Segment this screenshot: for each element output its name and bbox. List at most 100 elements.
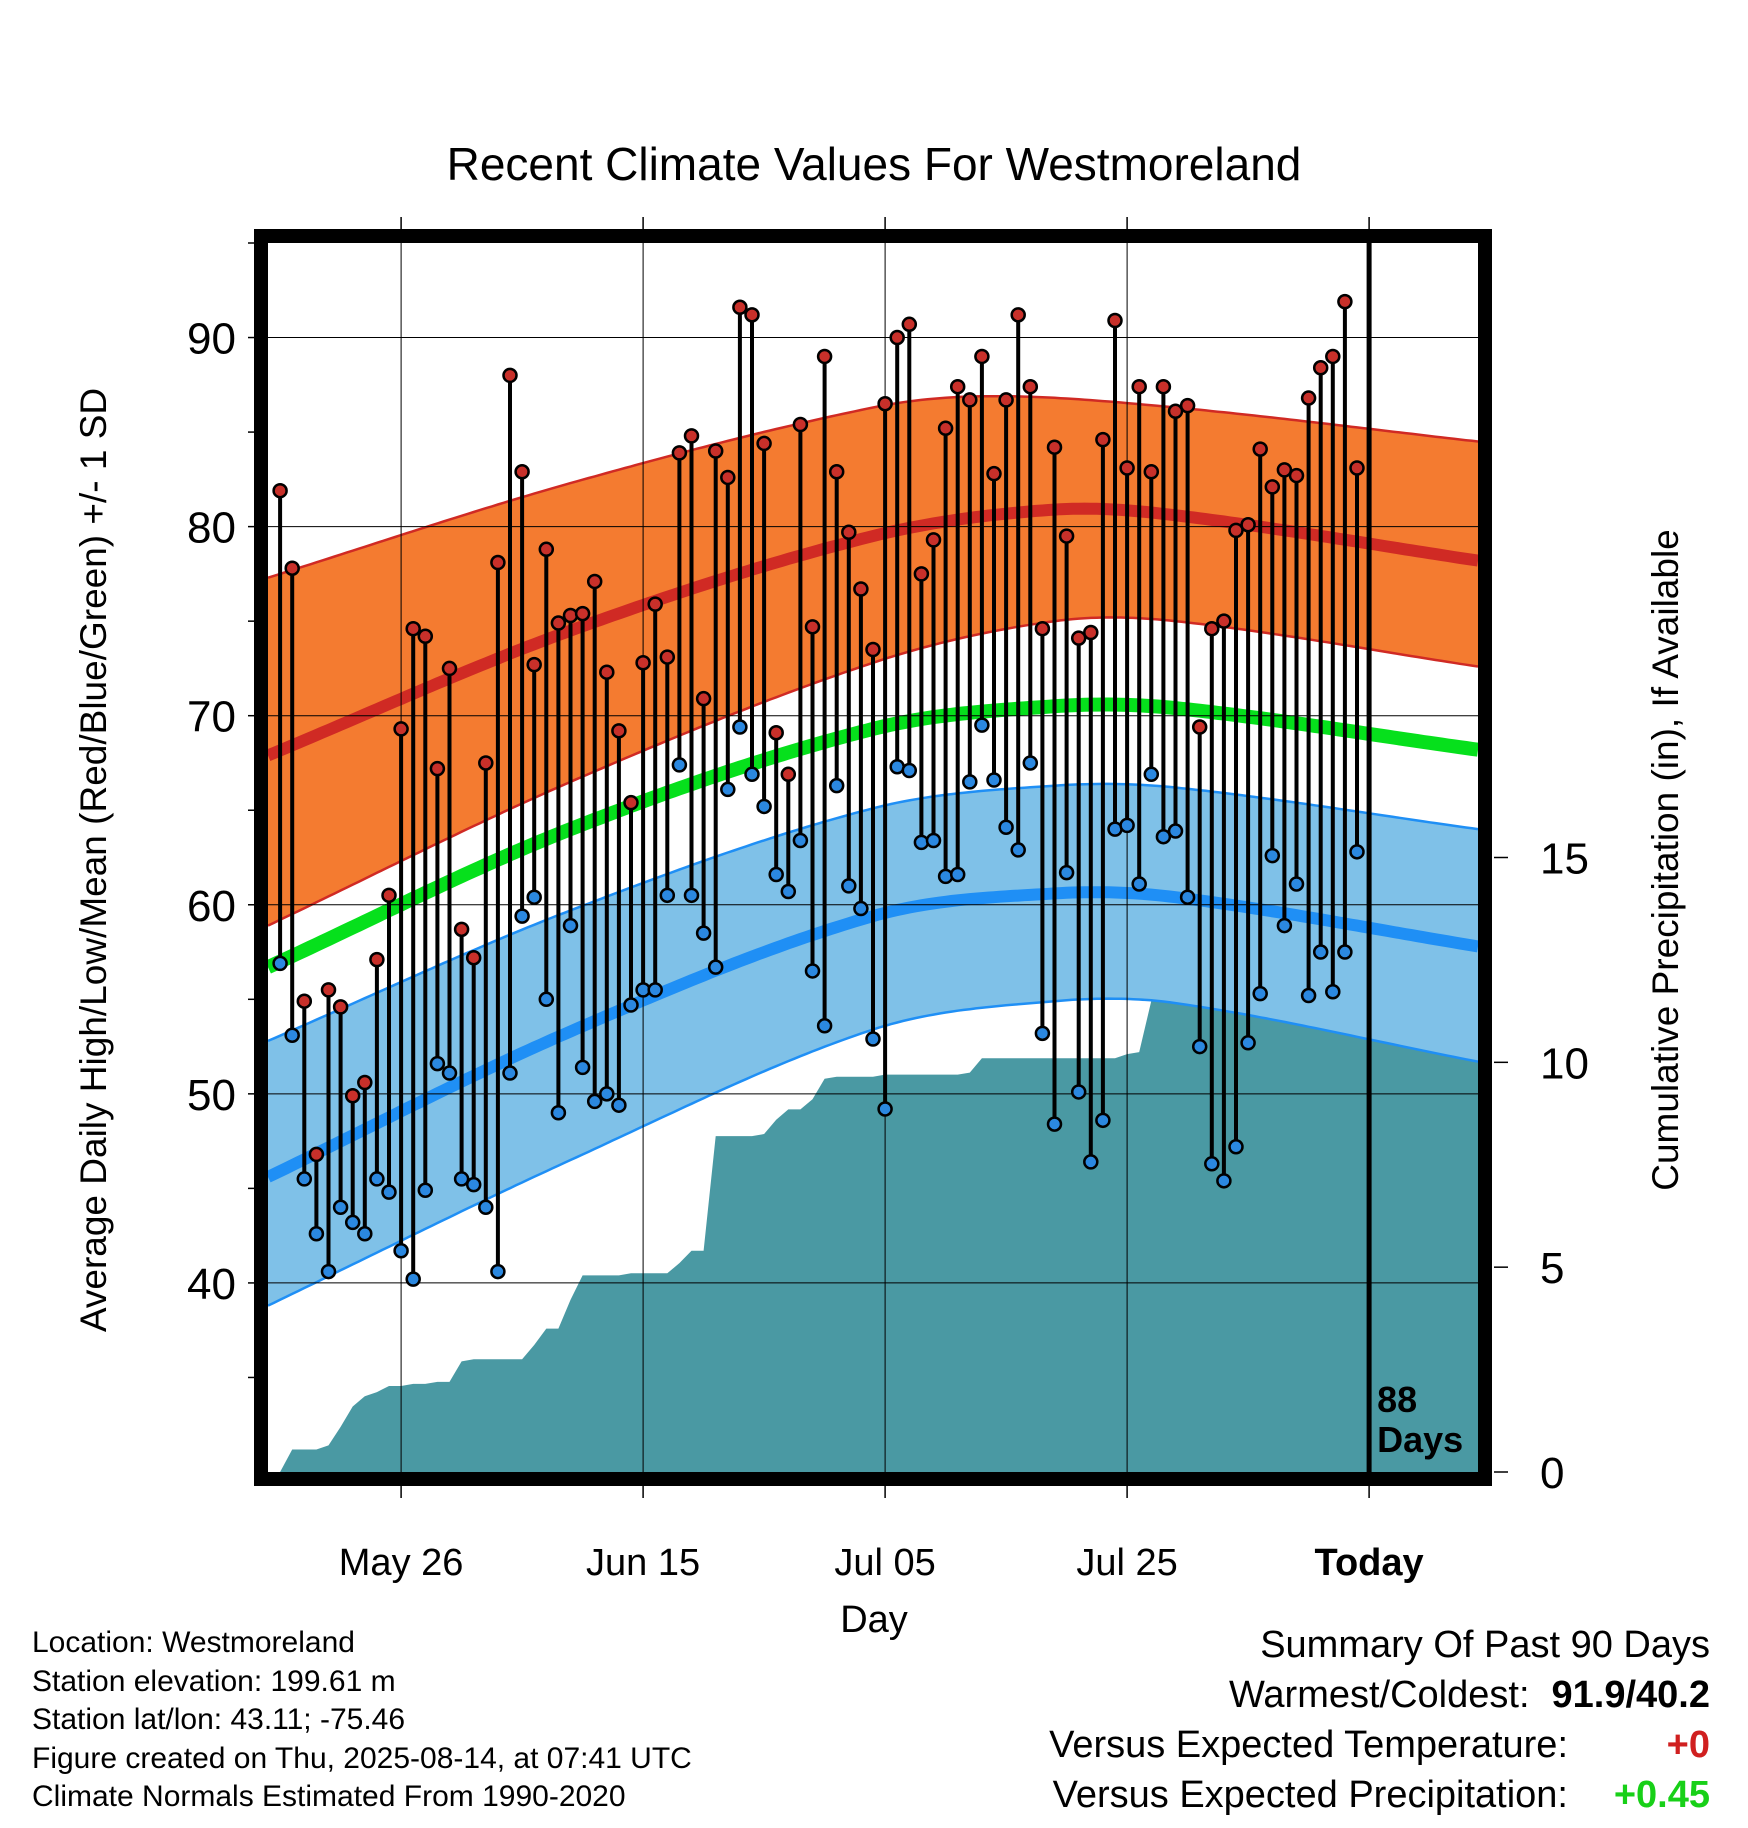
daily-low-point bbox=[405, 1271, 421, 1287]
daily-high-point bbox=[429, 760, 446, 777]
daily-low-point bbox=[828, 777, 845, 794]
daily-high-point bbox=[792, 416, 809, 433]
daily-low-point bbox=[1228, 1139, 1244, 1155]
daily-high-point bbox=[671, 445, 688, 461]
daily-high-point bbox=[949, 378, 966, 395]
daily-low-point bbox=[756, 798, 772, 815]
daily-low-point bbox=[465, 1176, 482, 1193]
daily-high-point bbox=[828, 464, 845, 480]
x-tick-label: May 26 bbox=[339, 1542, 464, 1584]
daily-high-point bbox=[925, 532, 942, 548]
daily-low-point bbox=[804, 963, 821, 979]
daily-high-point bbox=[514, 464, 530, 480]
daily-low-point bbox=[453, 1171, 470, 1187]
daily-low-point bbox=[949, 866, 966, 883]
daily-low-point bbox=[853, 900, 869, 917]
daily-low-point bbox=[381, 1184, 397, 1200]
temp-value: +0 bbox=[1666, 1724, 1710, 1766]
daily-high-point bbox=[1240, 516, 1256, 533]
daily-low-point bbox=[1349, 844, 1365, 860]
daily-high-point bbox=[1179, 397, 1196, 414]
daily-low-point bbox=[272, 955, 288, 972]
daily-high-point bbox=[550, 615, 567, 631]
daily-low-point bbox=[1010, 842, 1026, 858]
daily-low-point bbox=[671, 757, 688, 773]
daily-low-point bbox=[332, 1199, 349, 1216]
daily-high-point bbox=[599, 664, 615, 680]
x-tick-label: Jul 25 bbox=[1076, 1542, 1177, 1584]
daily-low-point bbox=[1276, 917, 1293, 934]
daily-high-point bbox=[901, 316, 918, 333]
daily-high-point bbox=[998, 392, 1014, 408]
daily-low-point bbox=[986, 772, 1002, 788]
daily-low-point bbox=[695, 925, 712, 941]
daily-high-point bbox=[1107, 312, 1123, 329]
daily-high-point bbox=[1325, 348, 1341, 365]
daily-high-point bbox=[756, 435, 772, 452]
summary-temp: Versus Expected Temperature: +0 bbox=[1049, 1720, 1710, 1770]
daily-high-point bbox=[780, 766, 797, 783]
temp-label: Versus Expected Temperature: bbox=[1049, 1724, 1568, 1766]
daily-high-point bbox=[574, 605, 591, 622]
daily-high-point bbox=[562, 607, 579, 624]
daily-high-point bbox=[1010, 307, 1026, 323]
daily-high-point bbox=[381, 887, 397, 904]
daily-high-point bbox=[1191, 719, 1208, 735]
y-axis-label-right: Cumulative Precipitation (in), If Availa… bbox=[1645, 529, 1686, 1191]
daily-low-point bbox=[526, 889, 542, 905]
x-tick-label: Jul 05 bbox=[834, 1542, 935, 1584]
daily-low-point bbox=[865, 1031, 881, 1047]
daily-high-point bbox=[1022, 378, 1039, 395]
summary-title: Summary Of Past 90 Days bbox=[1260, 1624, 1710, 1666]
daily-low-point bbox=[599, 1086, 615, 1102]
daily-low-point bbox=[417, 1182, 434, 1199]
daily-low-point bbox=[1070, 1084, 1087, 1100]
daily-high-point bbox=[962, 392, 978, 408]
y-tick-label: 60 bbox=[187, 882, 236, 931]
daily-high-point bbox=[647, 596, 663, 612]
daily-low-point bbox=[780, 883, 797, 900]
daily-high-point bbox=[1155, 378, 1172, 395]
x-tick-label: Jun 15 bbox=[586, 1542, 700, 1584]
latlon-text: Station lat/lon: 43.11; -75.46 bbox=[32, 1703, 406, 1736]
daily-high-point bbox=[1276, 462, 1293, 478]
daily-high-point bbox=[332, 999, 349, 1015]
daily-low-point bbox=[1167, 823, 1184, 839]
daily-low-point bbox=[344, 1214, 361, 1231]
daily-high-point bbox=[720, 469, 736, 486]
daily-low-point bbox=[538, 991, 555, 1008]
daily-high-point bbox=[1252, 441, 1268, 457]
y-axis-label-left: Average Daily High/Low/Mean (Red/Blue/Gr… bbox=[73, 388, 114, 1332]
daily-low-point bbox=[1179, 889, 1196, 905]
daily-low-point bbox=[1216, 1173, 1232, 1189]
daily-low-point bbox=[744, 766, 760, 783]
daily-high-point bbox=[1095, 431, 1111, 448]
daily-low-point bbox=[962, 774, 978, 790]
daily-high-point bbox=[1046, 439, 1063, 455]
daily-high-point bbox=[490, 554, 506, 571]
daily-high-point bbox=[1216, 613, 1232, 629]
daily-low-point bbox=[877, 1101, 893, 1117]
daily-low-point bbox=[1155, 828, 1172, 845]
daily-high-point bbox=[841, 524, 857, 541]
daily-high-point bbox=[284, 560, 300, 576]
daily-high-point bbox=[357, 1074, 373, 1091]
daily-high-point bbox=[1058, 528, 1075, 544]
daily-low-point bbox=[1058, 864, 1075, 881]
daily-high-point bbox=[478, 755, 494, 771]
daily-low-point bbox=[441, 1065, 458, 1081]
daily-low-point bbox=[768, 866, 784, 883]
daily-low-point bbox=[1131, 876, 1147, 892]
daily-high-point bbox=[538, 541, 555, 558]
daily-high-point bbox=[986, 465, 1002, 482]
warm-cold-label: Warmest/Coldest: bbox=[1228, 1674, 1530, 1716]
daily-low-point bbox=[514, 908, 530, 924]
daily-low-point bbox=[1300, 987, 1317, 1004]
daily-high-point bbox=[453, 921, 470, 938]
daily-high-point bbox=[744, 307, 760, 323]
daily-low-point bbox=[683, 887, 700, 904]
daily-high-point bbox=[465, 949, 482, 966]
daily-high-point bbox=[865, 641, 881, 658]
daily-low-point bbox=[937, 868, 954, 885]
